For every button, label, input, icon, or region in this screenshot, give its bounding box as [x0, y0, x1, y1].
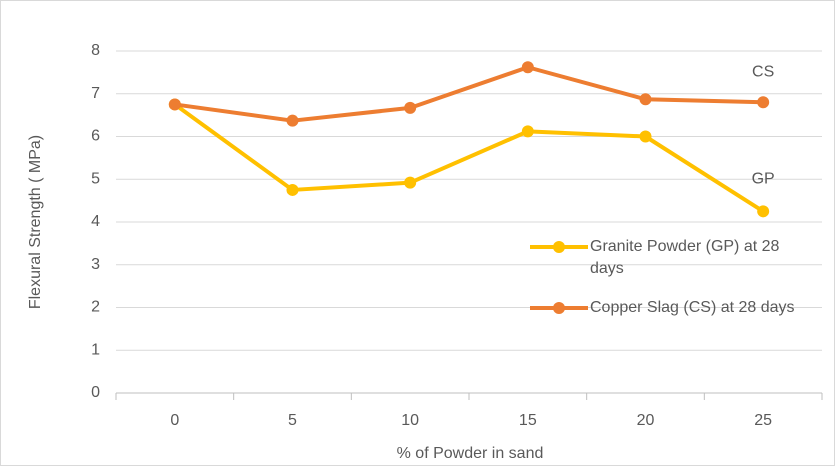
point	[639, 93, 652, 106]
x-axis-title: % of Powder in sand	[397, 445, 544, 462]
x-tick-label: 15	[519, 412, 537, 429]
y-tick-label: 3	[91, 256, 100, 273]
x-tick-label: 25	[754, 412, 772, 429]
y-axis-title: Flexural Strength ( MPa)	[27, 135, 44, 309]
legend-marker	[553, 302, 565, 314]
point	[404, 176, 417, 189]
point	[168, 98, 181, 111]
y-tick-label: 8	[91, 42, 100, 59]
point	[521, 61, 534, 74]
x-tick-label: 0	[170, 412, 179, 429]
y-tick-label: 5	[91, 170, 100, 187]
legend-label: Granite Powder (GP) at 28 days	[590, 238, 780, 277]
point	[521, 125, 534, 138]
x-tick-label: 5	[288, 412, 297, 429]
annotation: CS	[752, 64, 774, 81]
series-line	[173, 102, 765, 214]
legend-marker	[553, 241, 565, 253]
point	[757, 96, 770, 109]
x-tick-label: 20	[637, 412, 655, 429]
x-tick-label: 10	[401, 412, 419, 429]
y-tick-label: 0	[91, 384, 100, 401]
point	[404, 101, 417, 114]
point	[286, 183, 299, 196]
y-tick-label: 1	[91, 341, 100, 358]
legend-label: Copper Slag (CS) at 28 days	[590, 299, 795, 316]
y-tick-label: 2	[91, 299, 100, 316]
point	[286, 114, 299, 127]
point	[757, 205, 770, 218]
y-tick-label: 7	[91, 85, 100, 102]
point	[639, 130, 652, 143]
y-tick-label: 4	[91, 213, 100, 230]
y-tick-label: 6	[91, 128, 100, 145]
annotation: GP	[752, 171, 775, 188]
series-line	[174, 65, 764, 123]
